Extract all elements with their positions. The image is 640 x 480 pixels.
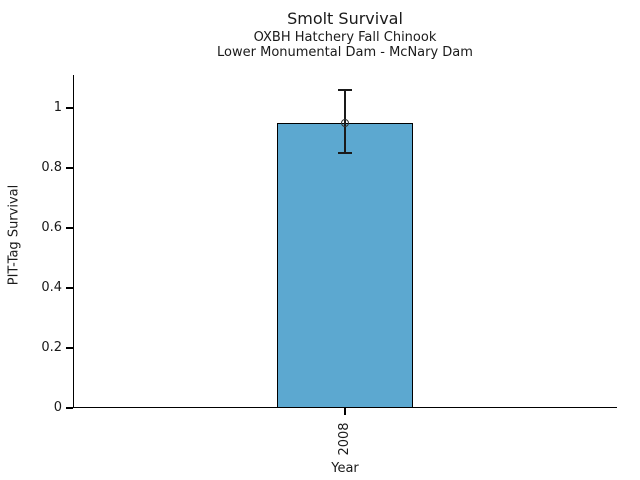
y-tick-mark	[66, 287, 73, 289]
x-tick-label: 2008	[337, 422, 352, 456]
y-tick-label: 0	[53, 400, 62, 415]
chart-subtitle-2: Lower Monumental Dam - McNary Dam	[217, 45, 473, 60]
x-tick-mark	[344, 408, 346, 415]
y-tick-label: 1	[53, 100, 62, 115]
y-tick-label: 0.2	[41, 340, 62, 355]
error-bar-cap-bottom	[338, 152, 352, 154]
bar	[277, 123, 413, 408]
error-bar-cap-top	[338, 89, 352, 91]
y-tick-mark	[66, 407, 73, 409]
data-point-marker	[341, 119, 349, 127]
chart-title: Smolt Survival	[287, 9, 403, 28]
y-tick-label: 0.6	[41, 220, 62, 235]
y-tick-mark	[66, 227, 73, 229]
y-axis-line	[73, 75, 75, 408]
plot-area: 0 0.2 0.4 0.6 0.8 1 2008	[41, 75, 617, 456]
y-tick-label: 0.8	[41, 160, 62, 175]
y-tick-mark	[66, 107, 73, 109]
y-tick-mark	[66, 347, 73, 349]
y-tick-mark	[66, 167, 73, 169]
y-tick-label: 0.4	[41, 280, 62, 295]
x-axis-label: Year	[331, 461, 359, 476]
y-axis-label: PIT-Tag Survival	[6, 184, 22, 286]
chart-subtitle-1: OXBH Hatchery Fall Chinook	[253, 30, 437, 45]
